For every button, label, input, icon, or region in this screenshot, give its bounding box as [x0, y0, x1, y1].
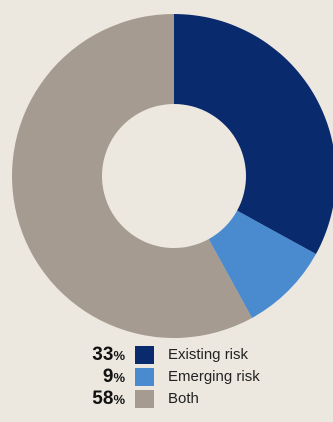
donut-slice-existing-risk: [174, 14, 333, 255]
donut-slice-both: [12, 13, 253, 338]
legend-swatch-existing-risk: [135, 346, 154, 364]
legend-item-both: 58% Both: [60, 388, 330, 410]
legend-swatch-emerging-risk: [135, 368, 154, 386]
legend-label: Emerging risk: [168, 368, 260, 385]
legend-percentage: 9%: [102, 366, 125, 387]
legend-label: Existing risk: [168, 346, 249, 363]
legend-item-emerging-risk: 9% Emerging risk: [60, 366, 330, 388]
legend-swatch-both: [135, 390, 154, 408]
chart-legend: 33% Existing risk 9% Emerging risk 58% B…: [60, 344, 330, 410]
legend-percentage: 33%: [92, 344, 125, 365]
donut-chart: [12, 13, 333, 338]
legend-item-existing-risk: 33% Existing risk: [60, 344, 330, 366]
donut-slice-emerging-risk: [208, 210, 316, 318]
legend-label: Both: [168, 390, 199, 407]
legend-percentage: 58%: [92, 388, 125, 409]
